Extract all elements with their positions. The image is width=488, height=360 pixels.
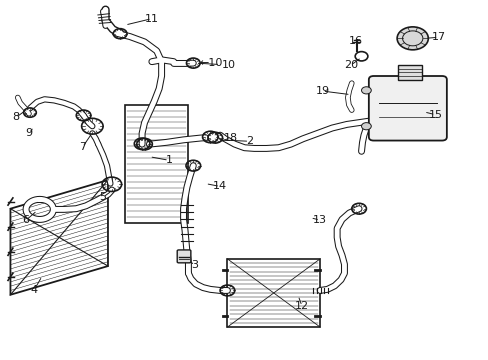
Text: 16: 16 [348, 36, 362, 46]
Text: 9: 9 [25, 129, 33, 138]
Text: 8: 8 [13, 112, 20, 122]
Text: 18: 18 [224, 133, 238, 143]
FancyBboxPatch shape [368, 76, 446, 140]
Text: 13: 13 [312, 215, 326, 225]
Text: 15: 15 [428, 110, 442, 120]
Circle shape [396, 27, 427, 50]
Text: 4: 4 [30, 285, 38, 296]
Text: 5: 5 [100, 192, 106, 202]
Text: 11: 11 [144, 14, 159, 24]
Text: 2: 2 [245, 136, 252, 146]
Text: 14: 14 [213, 181, 227, 192]
Bar [227, 259, 320, 327]
Bar [397, 65, 421, 80]
Text: 6: 6 [22, 215, 29, 225]
Text: 10: 10 [221, 59, 235, 69]
Text: 20: 20 [343, 60, 357, 70]
FancyBboxPatch shape [177, 250, 190, 263]
Bar [125, 105, 188, 223]
Text: 1: 1 [165, 155, 172, 165]
Text: 7: 7 [79, 142, 86, 152]
Text: 19: 19 [315, 86, 329, 96]
Circle shape [361, 123, 370, 130]
Text: ←10: ←10 [199, 58, 223, 68]
Circle shape [361, 87, 370, 94]
Text: 12: 12 [294, 301, 308, 311]
Text: 3: 3 [191, 260, 198, 270]
Text: 17: 17 [430, 32, 445, 42]
